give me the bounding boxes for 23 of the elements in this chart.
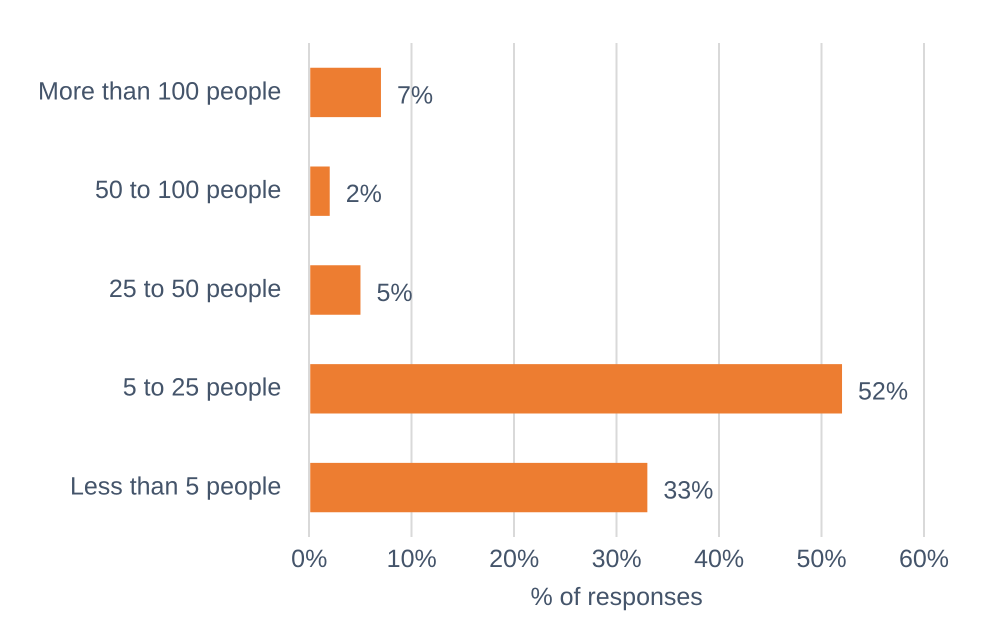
x-tick-label: 20% [489,544,540,573]
data-label: 2% [346,180,382,208]
bar [310,462,648,512]
data-label: 33% [663,476,714,504]
data-label: 52% [858,378,908,406]
data-label: 5% [376,278,413,307]
y-tick-label: 50 to 100 people [94,176,282,204]
y-tick-label: 5 to 25 people [122,374,282,402]
y-tick-label: Less than 5 people [70,472,282,500]
bar [310,364,842,414]
x-tick-label: 0% [291,544,328,573]
x-axis-title: % of responses [530,582,703,611]
x-tick-label: 50% [796,544,847,573]
bar [310,166,330,216]
y-tick-label: More than 100 people [38,77,282,106]
x-tick-label: 40% [694,544,744,573]
bar [310,68,381,118]
x-tick-label: 30% [592,544,642,573]
x-tick-label: 60% [898,544,950,573]
y-tick-label: 25 to 50 people [108,274,282,303]
bar [310,265,360,315]
x-tick-label: 10% [386,544,437,573]
data-label: 7% [396,81,434,110]
